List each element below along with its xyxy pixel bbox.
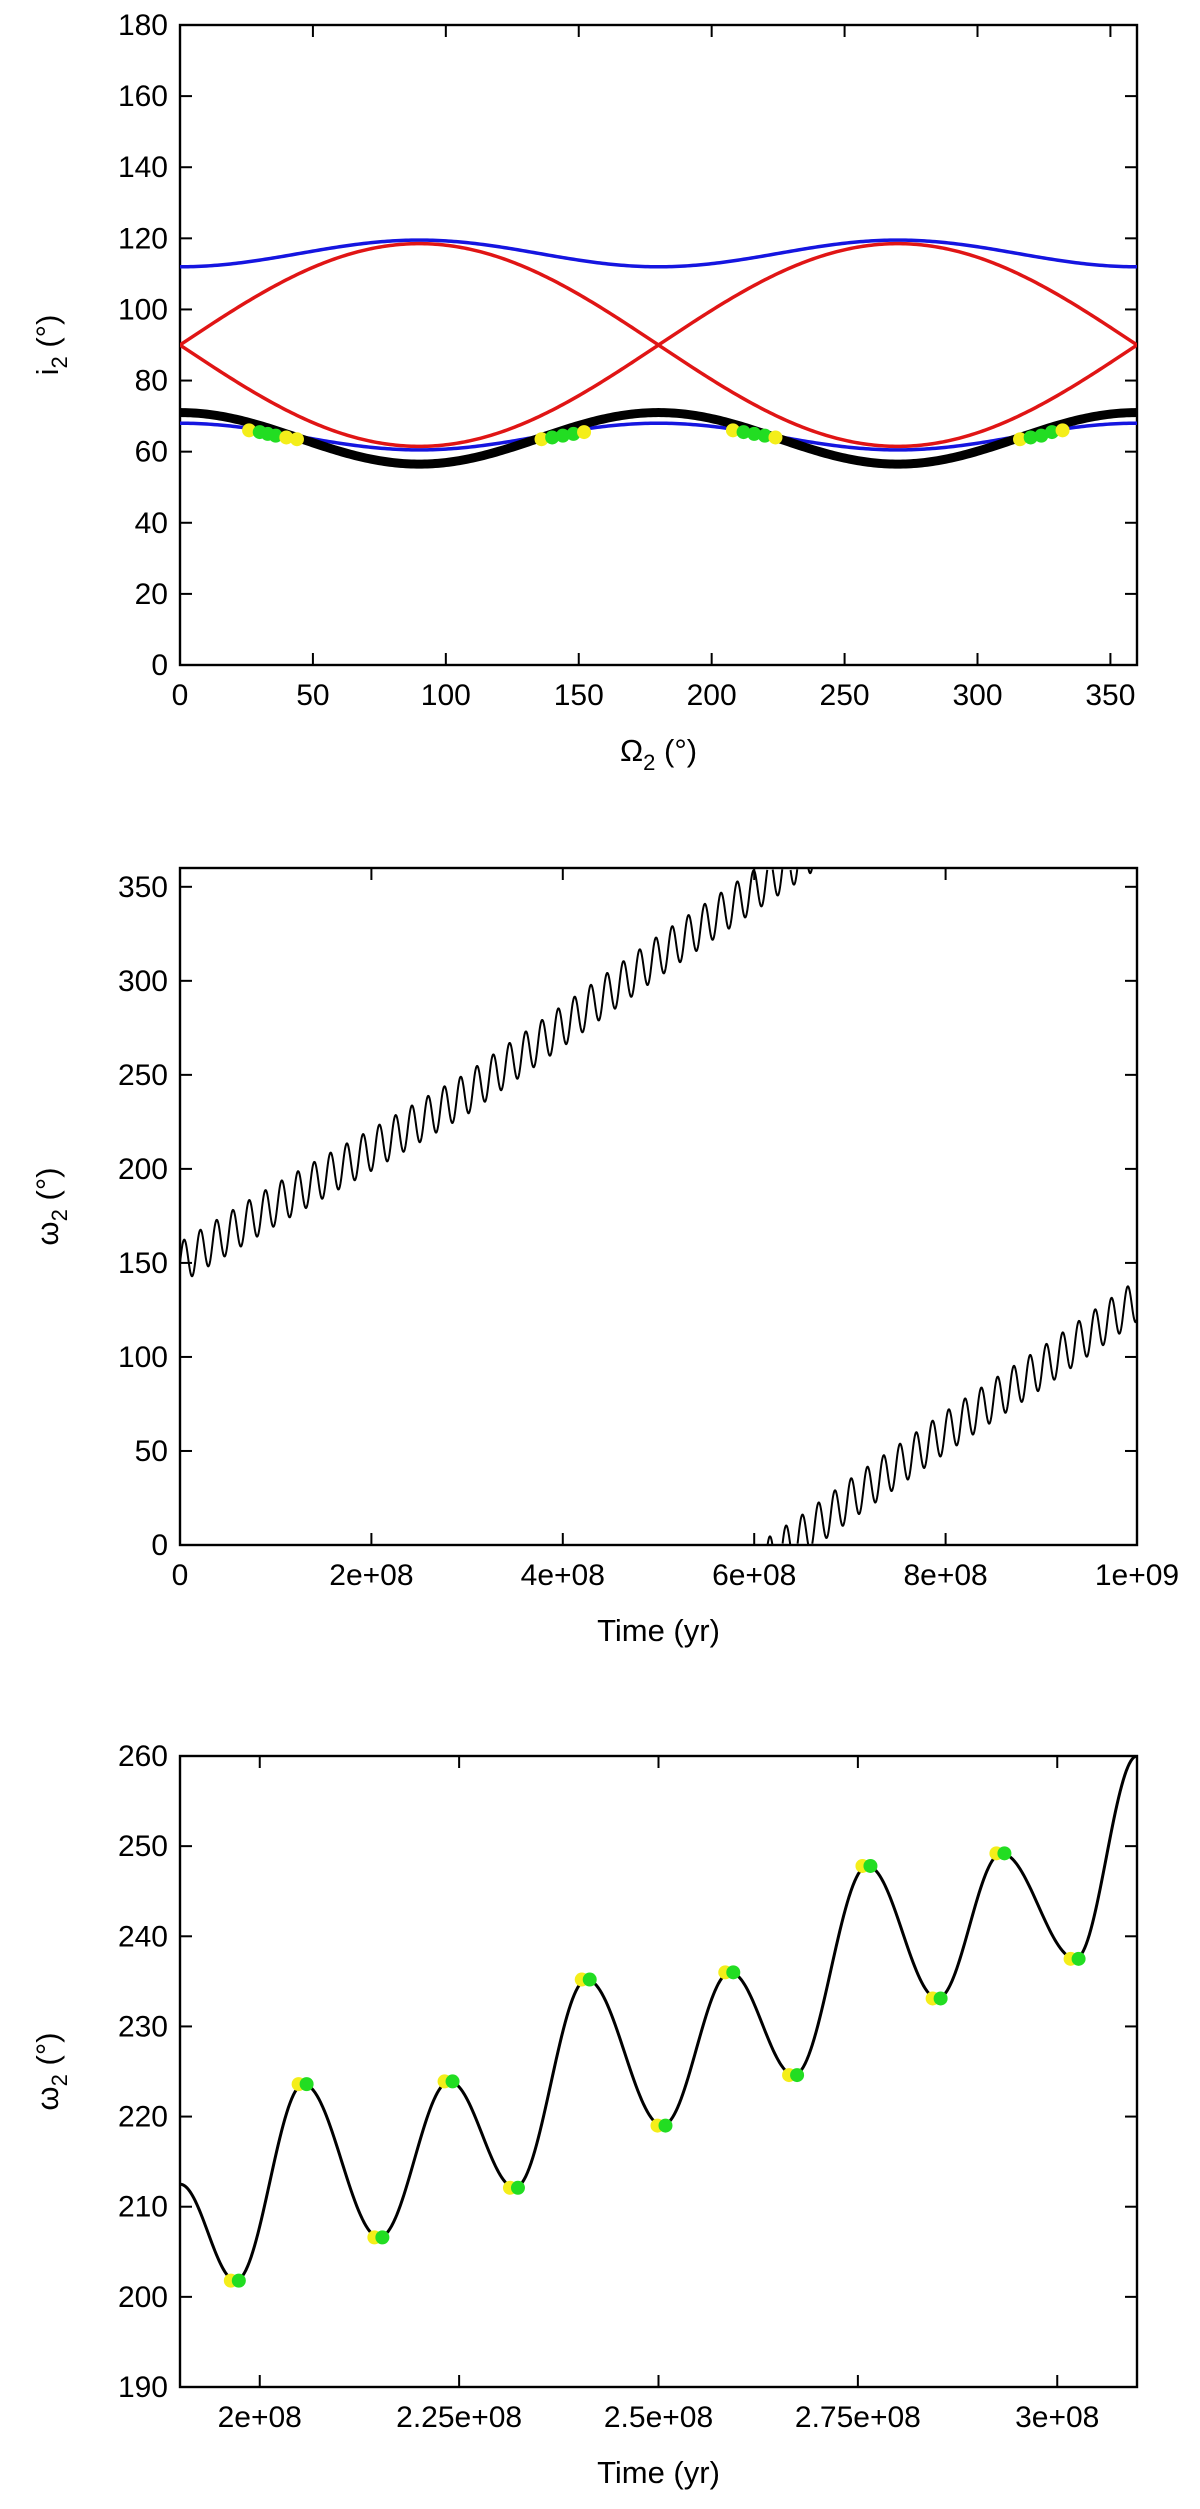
y-tick-label: 0 bbox=[151, 1529, 168, 1562]
x-axis-label: Time (yr) bbox=[597, 1613, 720, 1648]
y-tick-label: 20 bbox=[135, 578, 168, 611]
plot-area bbox=[180, 868, 1137, 1545]
y-tick-label: 210 bbox=[118, 2191, 168, 2224]
marker-point bbox=[545, 430, 560, 445]
x-tick-label: 8e+08 bbox=[903, 1559, 987, 1592]
marker-point bbox=[279, 430, 294, 445]
y-tick-label: 80 bbox=[135, 365, 168, 398]
y-tick-label: 350 bbox=[118, 871, 168, 904]
y-tick-label: 250 bbox=[118, 1830, 168, 1863]
marker-point bbox=[725, 423, 740, 438]
marker-point bbox=[933, 1991, 948, 2006]
y-tick-label: 190 bbox=[118, 2371, 168, 2404]
omega-zoom-line bbox=[180, 1756, 1137, 2283]
x-axis-label: Time (yr) bbox=[597, 2455, 720, 2490]
x-tick-label: 6e+08 bbox=[712, 1559, 796, 1592]
marker-point bbox=[242, 423, 257, 438]
y-tick-label: 50 bbox=[135, 1435, 168, 1468]
marker-point bbox=[658, 2118, 673, 2133]
x-tick-label: 50 bbox=[296, 679, 329, 712]
marker-point bbox=[1071, 1951, 1086, 1966]
y-tick-label: 220 bbox=[118, 2101, 168, 2134]
x-tick-label: 300 bbox=[952, 679, 1002, 712]
x-tick-label: 2e+08 bbox=[218, 2401, 302, 2434]
marker-point bbox=[299, 2077, 314, 2092]
marker-point bbox=[445, 2074, 460, 2089]
black-band-curve bbox=[180, 408, 1137, 469]
x-axis-label: Ω2 (°) bbox=[620, 733, 697, 775]
marker-point bbox=[997, 1846, 1012, 1861]
marker-point bbox=[231, 2273, 246, 2288]
marker-point bbox=[726, 1965, 741, 1980]
omega-series-line bbox=[180, 868, 1137, 1545]
marker-point bbox=[510, 2180, 525, 2195]
y-tick-label: 0 bbox=[151, 649, 168, 682]
y-tick-label: 260 bbox=[118, 1740, 168, 1773]
y-tick-label: 200 bbox=[118, 2281, 168, 2314]
blue-lower-curve bbox=[180, 421, 1137, 452]
marker-point bbox=[375, 2230, 390, 2245]
marker-point bbox=[1034, 428, 1049, 443]
x-tick-label: 100 bbox=[421, 679, 471, 712]
marker-point bbox=[736, 425, 751, 440]
marker-point bbox=[1013, 432, 1028, 447]
y-tick-label: 200 bbox=[118, 1153, 168, 1186]
y-tick-label: 250 bbox=[118, 1059, 168, 1092]
y-tick-label: 60 bbox=[135, 436, 168, 469]
y-tick-label: 160 bbox=[118, 80, 168, 113]
panel-middle: 0 2e+08 4e+08 6e+08 8e+08 1e+09 0 50 100 150 200 25… bbox=[30, 866, 1179, 1648]
y-tick-label: 240 bbox=[118, 1920, 168, 1953]
y-tick-label: 120 bbox=[118, 222, 168, 255]
y-tick-label: 140 bbox=[118, 151, 168, 184]
marker-point bbox=[1055, 423, 1070, 438]
x-tick-label: 250 bbox=[820, 679, 870, 712]
y-tick-label: 180 bbox=[118, 9, 168, 42]
x-tick-label: 4e+08 bbox=[521, 1559, 605, 1592]
plot-area bbox=[180, 1756, 1137, 2288]
x-tick-label: 200 bbox=[687, 679, 737, 712]
marker-point bbox=[1044, 425, 1059, 440]
plot-frame bbox=[178, 866, 1139, 1547]
x-tick-label: 350 bbox=[1085, 679, 1135, 712]
marker-point bbox=[289, 432, 304, 447]
x-tick-label: 2.75e+08 bbox=[795, 2401, 921, 2434]
y-tick-label: 230 bbox=[118, 2010, 168, 2043]
marker-point bbox=[577, 425, 592, 440]
marker-point bbox=[757, 428, 772, 443]
plot-area bbox=[180, 238, 1137, 469]
x-tick-label: 2.5e+08 bbox=[604, 2401, 713, 2434]
panel-bottom: 2e+08 2.25e+08 2.5e+08 2.75e+08 3e+08 190 200 2… bbox=[30, 1740, 1139, 2490]
x-tick-label: 0 bbox=[172, 1559, 189, 1592]
blue-upper-curve bbox=[180, 238, 1137, 269]
y-tick-label: 40 bbox=[135, 507, 168, 540]
marker-point bbox=[768, 430, 783, 445]
marker-point bbox=[747, 426, 762, 441]
y-tick-label: 100 bbox=[118, 1341, 168, 1374]
x-tick-label: 0 bbox=[172, 679, 189, 712]
marker-point bbox=[555, 428, 570, 443]
x-tick-label: 3e+08 bbox=[1015, 2401, 1099, 2434]
y-tick-label: 100 bbox=[118, 293, 168, 326]
y-axis-label: i2 (°) bbox=[30, 315, 72, 376]
plot-frame bbox=[178, 1754, 1139, 2389]
marker-point bbox=[534, 432, 549, 447]
x-tick-label: 150 bbox=[554, 679, 604, 712]
x-tick-label: 1e+09 bbox=[1095, 1559, 1179, 1592]
y-axis-label: ω2 (°) bbox=[30, 2032, 72, 2110]
y-tick-label: 300 bbox=[118, 965, 168, 998]
red-curve-b bbox=[180, 241, 1137, 449]
x-tick-label: 2e+08 bbox=[329, 1559, 413, 1592]
marker-point bbox=[268, 428, 283, 443]
marker-point bbox=[566, 426, 581, 441]
marker-point bbox=[790, 2068, 805, 2083]
x-tick-label: 2.25e+08 bbox=[396, 2401, 522, 2434]
panel-top: 0 50 100 150 200 250 300 350 0 20 40 60 80 100 120 140 1… bbox=[30, 9, 1139, 775]
y-tick-label: 150 bbox=[118, 1247, 168, 1280]
marker-point bbox=[1023, 430, 1038, 445]
marker-point bbox=[863, 1858, 878, 1873]
y-axis-label: ω2 (°) bbox=[30, 1167, 72, 1245]
marker-point bbox=[582, 1972, 597, 1987]
